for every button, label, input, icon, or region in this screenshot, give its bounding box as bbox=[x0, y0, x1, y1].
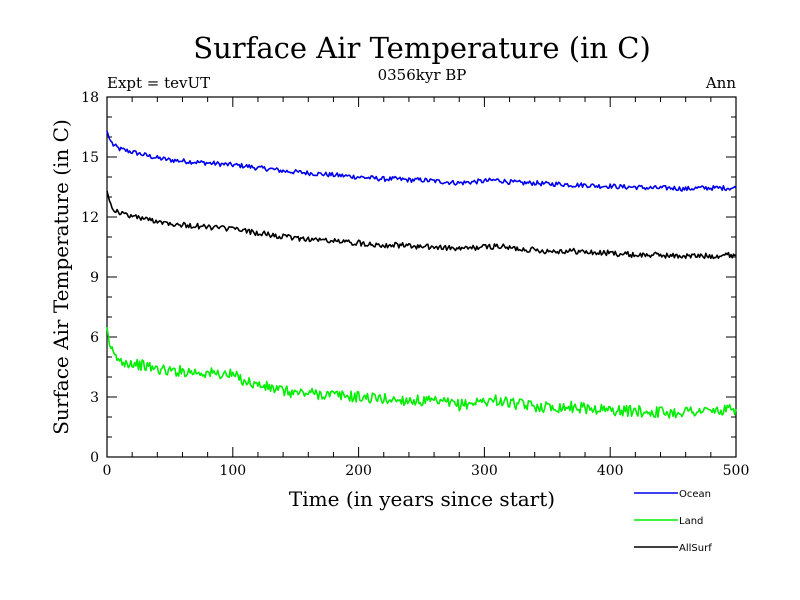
series-layer bbox=[106, 130, 737, 419]
x-tick-label: 300 bbox=[471, 463, 498, 479]
x-tick-label: 0 bbox=[103, 463, 112, 479]
y-axis-ticks: 0 3 6 9 12 15 18 bbox=[81, 90, 736, 466]
y-tick-label: 18 bbox=[81, 90, 99, 106]
y-tick-label: 6 bbox=[90, 330, 99, 346]
y-tick-label: 12 bbox=[81, 210, 99, 226]
x-tick-label: 400 bbox=[597, 463, 624, 479]
chart-title: Surface Air Temperature (in C) bbox=[193, 31, 651, 65]
series-line-land bbox=[106, 326, 737, 419]
experiment-label: Expt = tevUT bbox=[107, 74, 210, 92]
y-axis-label: Surface Air Temperature (in C) bbox=[49, 119, 73, 435]
x-tick-label: 500 bbox=[723, 463, 750, 479]
x-axis-label: Time (in years since start) bbox=[289, 487, 555, 511]
y-tick-label: 3 bbox=[90, 390, 99, 406]
legend-label-ocean: Ocean bbox=[679, 489, 711, 500]
legend-label-land: Land bbox=[679, 516, 703, 527]
x-axis-ticks: 0 100 200 300 400 500 bbox=[103, 97, 750, 479]
x-tick-label: 200 bbox=[345, 463, 372, 479]
season-label: Ann bbox=[705, 74, 736, 92]
chart-subtitle: 0356kyr BP bbox=[378, 66, 467, 84]
series-line-ocean bbox=[106, 130, 737, 192]
legend: Ocean Land AllSurf bbox=[634, 489, 712, 554]
legend-label-allsurf: AllSurf bbox=[679, 543, 712, 554]
y-tick-label: 9 bbox=[90, 270, 99, 286]
y-tick-label: 0 bbox=[90, 450, 99, 466]
x-tick-label: 100 bbox=[219, 463, 246, 479]
series-line-allsurf bbox=[106, 190, 737, 260]
y-tick-label: 15 bbox=[81, 150, 99, 166]
plot-frame bbox=[106, 96, 737, 458]
